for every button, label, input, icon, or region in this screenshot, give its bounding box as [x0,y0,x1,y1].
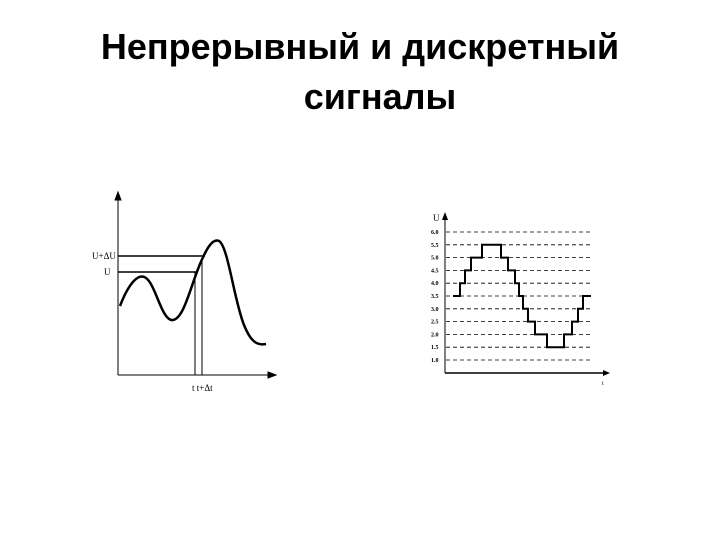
discrete-step-signal [453,243,591,349]
discrete-signal-graph: 6.0 5.5 5.0 4.5 4.0 3.5 3.0 2.5 2.0 1.5 1.0 [431,212,610,376]
level-tick-label: 1.5 [431,345,439,351]
continuous-signal-graph [114,190,278,379]
level-tick-label: 5.0 [431,256,439,262]
y-axis-arrow [442,212,448,220]
continuous-curve [118,239,267,346]
label-t-t-plus-dt: t t+Δt [192,383,213,393]
slide-title: Непрерывный и дискретный сигналы [0,22,720,122]
label-u-plus-du: U+ΔU [92,251,116,261]
level-tick-label: 3.0 [431,307,439,313]
level-tick-label: 4.5 [431,268,439,274]
level-tick-label: 3.5 [431,294,439,300]
level-tick-label: 1.0 [431,358,439,364]
title-line-1: Непрерывный и дискретный [100,26,620,67]
level-tick-label: 4.0 [431,281,439,287]
level-tick-label: 2.5 [431,320,439,326]
x-axis-arrow [603,370,610,376]
level-tick-label: 6.0 [431,230,439,236]
label-u: U [104,267,111,277]
x-axis-arrow [267,371,278,379]
axis-label-u: U [433,213,440,223]
title-line-2: сигналы [303,76,457,117]
y-axis-arrow [114,190,122,201]
level-tick-label: 5.5 [431,243,439,249]
level-tick-label: 2.0 [431,332,439,338]
axis-label-t: t [602,381,604,387]
